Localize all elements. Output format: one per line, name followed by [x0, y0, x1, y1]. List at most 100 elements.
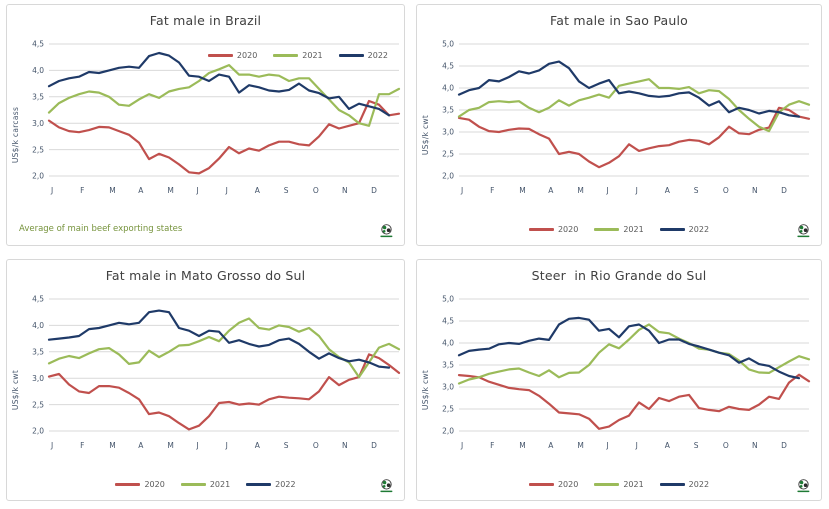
legend-swatch-2022: [659, 482, 685, 486]
legend-item-2022: 2022: [659, 479, 710, 489]
series-line-2020: [47, 99, 401, 175]
x-tick-label: D: [371, 186, 377, 195]
x-tick-label: J: [50, 186, 53, 195]
x-tick-label: A: [255, 186, 261, 195]
x-tick-label: F: [490, 441, 494, 450]
y-tick-label: 2,5: [32, 145, 44, 154]
x-tick-label: J: [225, 441, 228, 450]
series-line-2022: [47, 51, 391, 117]
y-tick-label: 3,5: [32, 93, 44, 102]
x-tick-label: O: [723, 186, 729, 195]
chart-legend: 2020 2021 2022: [115, 479, 296, 489]
y-tick-label: 5,0: [442, 40, 454, 49]
y-axis-label: US$/k carcass: [11, 106, 20, 163]
legend-swatch-2022: [659, 227, 685, 231]
globe-logo-icon: [796, 224, 811, 238]
legend-label: 2020: [557, 479, 579, 489]
chart-panel-fat-male-mato-grosso: Fat male in Mato Grosso do Sul US$/k cwt…: [6, 259, 405, 501]
chart-panel-fat-male-brazil: Fat male in Brazil US$/k carcass 2,0 2,5 3…: [6, 4, 405, 246]
legend-label: 2022: [275, 479, 296, 489]
globe-logo-icon: [796, 479, 811, 493]
y-tick-label: 4,5: [32, 295, 44, 304]
x-tick-label: J: [225, 186, 228, 195]
x-tick-label: N: [342, 441, 348, 450]
y-axis-label: US$/k cwt: [11, 369, 20, 410]
x-tick-label: M: [519, 441, 525, 450]
legend-swatch-2022: [338, 54, 364, 57]
chart-footer: 2020 2021 2022: [417, 472, 821, 496]
x-tick-label: M: [109, 441, 115, 450]
y-tick-label: 4,0: [442, 84, 454, 93]
chart-title: Fat male in Mato Grosso do Sul: [105, 268, 306, 283]
y-tick-label: 3,5: [442, 361, 454, 370]
chart-title: Fat male in Sao Paulo: [549, 13, 688, 28]
legend-item-2021: 2021: [180, 479, 231, 489]
x-tick-label: S: [284, 186, 289, 195]
x-tick-label: M: [577, 441, 583, 450]
x-tick-label: O: [313, 186, 319, 195]
legend-item-2020: 2020: [528, 479, 579, 489]
legend-label: 2022: [688, 224, 710, 234]
y-tick-label: 3,5: [32, 348, 44, 357]
x-tick-label: A: [138, 186, 144, 195]
chart-footer: 2020 2021 2022: [7, 472, 404, 496]
chart-footer: 2020 2021 2022: [417, 217, 821, 241]
y-tick-label: 2,0: [442, 172, 454, 181]
y-tick-label: 4,5: [442, 62, 454, 71]
legend-swatch-2020: [528, 482, 554, 486]
series-line-2020: [47, 353, 401, 431]
y-tick-label: 4,5: [32, 40, 44, 49]
series-line-2020: [457, 106, 811, 169]
x-tick-label: J: [606, 186, 609, 195]
x-tick-label: J: [196, 441, 199, 450]
legend-item-2020: 2020: [528, 225, 578, 234]
y-tick-label: 2,0: [32, 172, 44, 181]
series-line-2021: [457, 78, 811, 133]
x-tick-label: A: [548, 441, 554, 450]
legend-swatch-2020: [528, 227, 554, 231]
x-tick-label: D: [781, 186, 787, 195]
x-tick-label: S: [694, 186, 699, 195]
series-line-2022: [47, 309, 391, 369]
legend-item-2021: 2021: [594, 225, 644, 234]
legend-label: 2021: [209, 479, 231, 489]
chart-title: Fat male in Brazil: [149, 13, 262, 28]
legend-swatch-2022: [246, 482, 272, 486]
legend-swatch-2021: [180, 482, 206, 486]
y-tick-label: 2,5: [442, 405, 454, 414]
y-axis-label: US$/k cwt: [421, 369, 430, 410]
line-chart-sao-paulo: 2,0 2,5 3,0 3,5 4,0 4,5 5,0 J F M A M J J A S O N D: [442, 40, 811, 195]
x-tick-label: N: [752, 186, 758, 195]
legend-item-2022: 2022: [246, 479, 296, 489]
x-tick-label: D: [371, 441, 377, 450]
y-tick-label: 3,5: [442, 106, 454, 115]
x-tick-label: J: [606, 441, 609, 450]
x-tick-label: M: [167, 186, 173, 195]
chart-panel-fat-male-sao-paulo: Fat male in Sao Paulo US$/k cwt 2,0 2,5 3,…: [416, 4, 822, 246]
y-tick-label: 3,0: [442, 383, 454, 392]
y-tick-label: 2,0: [32, 427, 44, 436]
x-tick-label: A: [138, 441, 144, 450]
legend-label: 2022: [367, 51, 388, 60]
y-tick-label: 4,5: [442, 317, 454, 326]
series-line-2021: [457, 323, 811, 385]
x-tick-label: O: [313, 441, 319, 450]
chart-footnote: Average of main beef exporting states: [19, 224, 183, 234]
globe-logo-icon: [379, 479, 394, 493]
y-tick-label: 4,0: [32, 321, 44, 330]
chart-legend: 2020 2021 2022: [528, 224, 710, 234]
legend-swatch-2020: [207, 54, 233, 57]
legend-item-2021: 2021: [594, 480, 644, 489]
legend-swatch-2021: [594, 482, 620, 486]
legend-item-2020: 2020: [115, 480, 165, 489]
series-line-2020: [457, 373, 811, 430]
x-tick-label: J: [460, 186, 463, 195]
x-tick-label: J: [460, 441, 463, 450]
y-tick-label: 2,0: [442, 427, 454, 436]
x-tick-label: S: [694, 441, 699, 450]
line-chart-mato-grosso: 2,0 2,5 3,0 3,5 4,0 4,5 J F M A M J J A S O N D: [32, 295, 401, 450]
y-tick-label: 2,5: [32, 400, 44, 409]
series-line-2022: [457, 316, 801, 380]
legend-label: 2022: [688, 479, 710, 489]
